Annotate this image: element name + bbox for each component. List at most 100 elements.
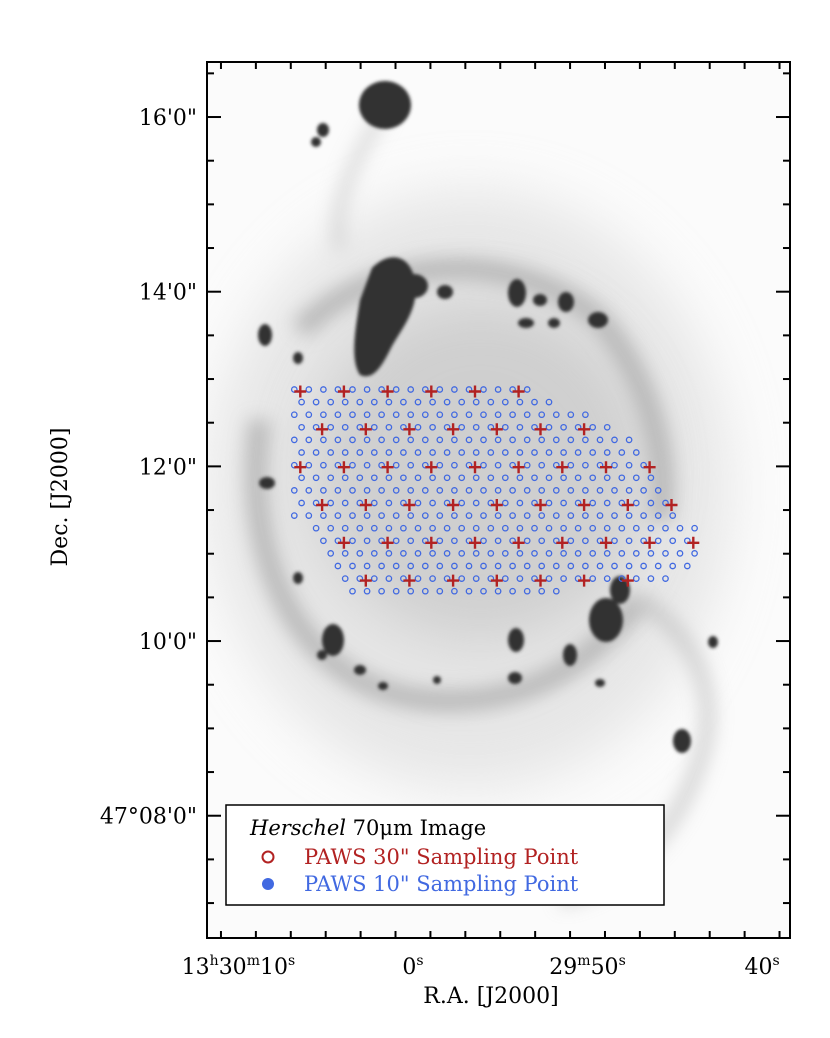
paws-10-point xyxy=(545,524,553,532)
paws-10-point xyxy=(363,436,371,444)
paws-30-point xyxy=(469,385,481,398)
x-axis-title: R.A. [J2000] xyxy=(423,984,558,1009)
paws-10-point xyxy=(327,449,335,456)
paws-10-point xyxy=(305,512,313,519)
paws-10-point xyxy=(378,487,385,494)
paws-10-point xyxy=(654,537,662,545)
paws-10-point xyxy=(465,512,473,519)
paws-10-point xyxy=(370,474,378,482)
paws-30-point xyxy=(403,499,416,511)
paws-10-point xyxy=(487,474,495,482)
paws-10-point xyxy=(632,499,640,507)
paws-10-point xyxy=(596,436,604,444)
paws-10-point xyxy=(385,449,393,456)
paws-10-point xyxy=(480,587,487,595)
paws-10-point xyxy=(509,512,516,519)
paws-10-point xyxy=(341,499,349,507)
paws-10-point xyxy=(298,449,305,456)
paws-10-point xyxy=(662,575,669,582)
paws-10-point xyxy=(363,512,371,519)
y-tick-label: 12'0" xyxy=(139,455,197,480)
paws-10-point xyxy=(436,562,444,570)
paws-10-point xyxy=(298,474,305,482)
paws-10-point xyxy=(327,550,335,557)
paws-30-point xyxy=(665,499,678,511)
paws-10-point xyxy=(509,436,516,444)
paws-10-point xyxy=(603,499,611,507)
paws-10-point xyxy=(414,449,422,456)
paws-10-point xyxy=(676,524,684,532)
paws-10-point xyxy=(341,474,349,482)
paws-10-point xyxy=(392,461,400,469)
paws-30-point xyxy=(490,499,503,511)
paws-10-point xyxy=(327,499,335,507)
paws-10-point xyxy=(400,550,407,557)
paws-10-point xyxy=(305,386,313,393)
paws-10-point xyxy=(290,512,298,519)
paws-10-point xyxy=(509,562,516,570)
paws-10-point xyxy=(320,537,327,545)
paws-10-point xyxy=(407,411,415,419)
paws-30-point xyxy=(534,499,547,511)
paws-10-point xyxy=(494,487,502,494)
paws-10-point xyxy=(545,474,553,482)
paws-10-point xyxy=(341,575,349,582)
paws-10-point xyxy=(625,436,633,444)
paws-10-point xyxy=(509,487,516,494)
paws-10-point xyxy=(487,524,495,532)
paws-10-point xyxy=(501,550,509,557)
paws-30-point xyxy=(512,536,525,549)
paws-10-point xyxy=(662,550,669,557)
legend-title: Herschel 70μm Image xyxy=(249,816,486,840)
paws-10-point xyxy=(625,461,633,469)
paws-10-point xyxy=(640,562,647,570)
y-axis-title: Dec. [J2000] xyxy=(48,428,73,567)
paws-10-point xyxy=(341,524,349,532)
paws-10-point xyxy=(516,575,524,582)
paws-10-point xyxy=(407,587,415,595)
paws-10-point xyxy=(501,499,509,507)
paws-10-point xyxy=(407,562,415,570)
paws-10-point xyxy=(589,449,597,456)
paws-10-point xyxy=(589,423,597,431)
paws-10-point xyxy=(458,449,466,456)
paws-10-point xyxy=(567,487,575,494)
paws-10-point xyxy=(443,449,451,456)
paws-30-point xyxy=(490,423,503,436)
paws-10-point xyxy=(501,474,509,482)
paws-10-point xyxy=(370,550,378,557)
paws-10-point xyxy=(458,524,466,532)
paws-10-point xyxy=(451,562,458,570)
paws-10-point xyxy=(400,398,407,406)
paws-10-point xyxy=(632,550,640,557)
plot-frame xyxy=(206,61,791,939)
paws-30-point xyxy=(425,461,438,474)
paws-10-point xyxy=(407,461,415,469)
paws-10-point xyxy=(531,550,538,557)
paws-10-point xyxy=(552,562,560,570)
paws-10-point xyxy=(414,575,422,582)
paws-10-point xyxy=(298,398,305,406)
paws-10-point xyxy=(320,461,327,469)
paws-10-point xyxy=(501,449,509,456)
paws-10-point xyxy=(407,487,415,494)
paws-10-point xyxy=(385,524,393,532)
paws-10-point xyxy=(385,550,393,557)
paws-10-point xyxy=(603,449,611,456)
paws-10-point xyxy=(618,524,626,532)
paws-10-point xyxy=(552,587,560,595)
paws-10-point xyxy=(494,537,502,545)
paws-10-point xyxy=(429,398,436,406)
paws-30-point xyxy=(512,461,525,474)
paws-10-point xyxy=(531,398,538,406)
paws-10-point xyxy=(429,423,436,431)
paws-10-point xyxy=(582,411,589,419)
paws-30-point xyxy=(381,461,394,474)
paws-30-point xyxy=(643,536,656,549)
paws-10-point xyxy=(327,474,335,482)
paws-10-point xyxy=(523,436,531,444)
paws-10-point xyxy=(436,411,444,419)
paws-10-point xyxy=(560,499,567,507)
paws-10-point xyxy=(451,487,458,494)
paws-10-point xyxy=(560,474,567,482)
